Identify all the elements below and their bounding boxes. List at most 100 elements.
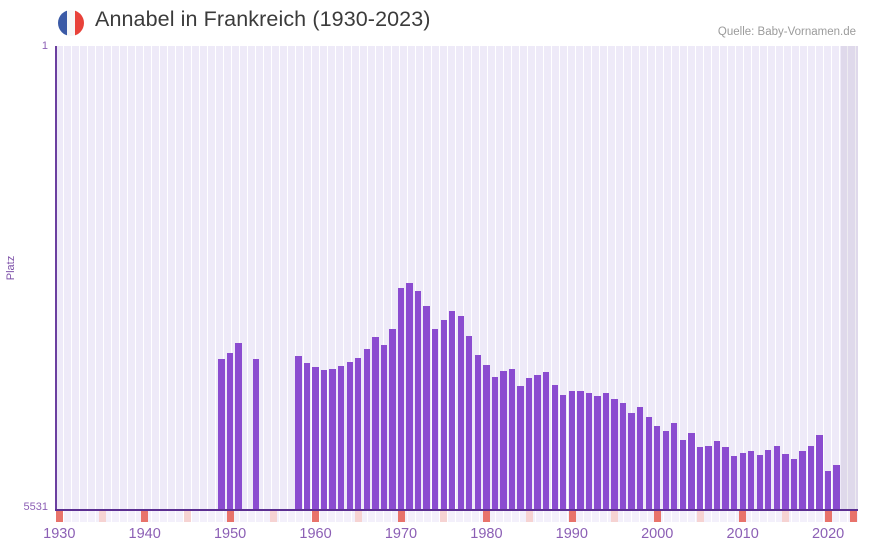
x-tick-mark-1950 <box>226 511 234 522</box>
bar-2020[interactable] <box>824 471 832 511</box>
no-data-shaded-region <box>840 46 858 511</box>
bar-2016[interactable] <box>790 459 798 511</box>
x-tick-mark-1965 <box>354 511 362 522</box>
bar-2005[interactable] <box>696 447 704 511</box>
bar-2010[interactable] <box>739 453 746 511</box>
bar-1993[interactable] <box>594 396 601 511</box>
plot-area <box>55 46 858 511</box>
bar-2004[interactable] <box>688 433 695 511</box>
y-tick-label-top: 1 <box>41 40 48 52</box>
x-tick-mark-1930 <box>56 511 63 522</box>
bar-1961[interactable] <box>320 370 328 511</box>
bar-1975[interactable] <box>440 320 447 511</box>
bar-1995[interactable] <box>611 399 618 511</box>
bar-1982[interactable] <box>500 371 507 511</box>
bar-1980[interactable] <box>483 365 490 511</box>
bar-1984[interactable] <box>517 386 524 511</box>
x-tick-mark-1970 <box>397 511 405 522</box>
bar-1951[interactable] <box>235 343 242 511</box>
bar-1978[interactable] <box>466 336 473 511</box>
bar-2018[interactable] <box>807 446 815 511</box>
bar-1970[interactable] <box>397 288 405 511</box>
bar-1981[interactable] <box>491 377 499 511</box>
bar-1969[interactable] <box>389 329 396 511</box>
bar-1976[interactable] <box>449 311 456 511</box>
flag-band-blue <box>58 10 67 36</box>
bar-1990[interactable] <box>568 391 575 511</box>
x-tick-mark-1935 <box>98 511 106 522</box>
bar-2009[interactable] <box>730 456 738 511</box>
bar-2013[interactable] <box>765 450 772 511</box>
bar-1960[interactable] <box>312 367 319 511</box>
x-tick-label-2000: 2000 <box>641 526 674 542</box>
bar-1985[interactable] <box>525 378 533 511</box>
x-tick-mark-1945 <box>184 511 192 522</box>
bar-2006[interactable] <box>705 446 712 511</box>
bar-2011[interactable] <box>748 451 755 511</box>
bar-1950[interactable] <box>226 353 234 511</box>
x-tick-mark-2010 <box>739 511 747 522</box>
bar-2015[interactable] <box>782 454 789 511</box>
bar-1953[interactable] <box>252 359 259 511</box>
bar-1973[interactable] <box>423 306 430 511</box>
bar-1958[interactable] <box>295 356 302 511</box>
bar-1996[interactable] <box>619 403 627 511</box>
bar-1994[interactable] <box>602 393 610 511</box>
y-axis-line <box>55 46 57 511</box>
bar-1962[interactable] <box>329 369 336 511</box>
bar-1959[interactable] <box>303 363 311 511</box>
bar-2019[interactable] <box>816 435 823 511</box>
bar-1965[interactable] <box>355 358 362 511</box>
x-tick-mark-2023 <box>850 511 858 522</box>
bar-1974[interactable] <box>431 329 439 511</box>
chart-header: Annabel in Frankreich (1930-2023) Quelle… <box>0 0 873 44</box>
x-tick-mark-2005 <box>696 511 704 522</box>
flag-band-white <box>66 10 76 36</box>
bar-1992[interactable] <box>585 393 593 511</box>
bar-2008[interactable] <box>722 447 729 511</box>
bar-2012[interactable] <box>756 455 763 511</box>
bar-1949[interactable] <box>218 359 225 511</box>
bar-2003[interactable] <box>679 440 687 511</box>
x-tick-label-1960: 1960 <box>299 526 332 542</box>
bar-1968[interactable] <box>380 345 388 511</box>
bar-1971[interactable] <box>406 283 413 511</box>
bar-1989[interactable] <box>560 395 567 511</box>
page-title: Annabel in Frankreich (1930-2023) <box>95 7 431 31</box>
bar-1986[interactable] <box>534 375 541 511</box>
bar-2002[interactable] <box>671 423 678 511</box>
y-axis-title: Platz <box>5 255 17 281</box>
x-tick-mark-1940 <box>141 511 149 522</box>
france-flag-icon <box>58 10 84 36</box>
bar-1967[interactable] <box>372 337 379 511</box>
bar-1963[interactable] <box>338 366 345 511</box>
x-tick-label-1950: 1950 <box>213 526 247 542</box>
x-tick-label-1930: 1930 <box>43 526 76 542</box>
bar-1972[interactable] <box>414 291 422 511</box>
bar-2021[interactable] <box>833 465 840 511</box>
bar-1987[interactable] <box>543 372 550 511</box>
bar-1977[interactable] <box>457 316 464 511</box>
flag-band-red <box>75 10 84 36</box>
x-tick-label-2010: 2010 <box>726 526 759 542</box>
bar-1988[interactable] <box>551 385 558 511</box>
bar-1983[interactable] <box>508 369 516 511</box>
bar-1998[interactable] <box>636 407 644 511</box>
bar-2007[interactable] <box>713 441 721 511</box>
x-tick-label-1970: 1970 <box>384 526 418 542</box>
bar-2001[interactable] <box>662 431 669 511</box>
x-tick-label-1990: 1990 <box>555 526 588 542</box>
bar-2000[interactable] <box>654 426 661 511</box>
bar-1991[interactable] <box>577 391 584 511</box>
bar-1964[interactable] <box>346 362 353 511</box>
bar-2017[interactable] <box>799 451 806 511</box>
x-tick-mark-1960 <box>312 511 320 522</box>
bar-2014[interactable] <box>773 446 780 511</box>
bar-1979[interactable] <box>474 355 481 511</box>
bar-1997[interactable] <box>628 413 635 511</box>
x-tick-mark-1985 <box>525 511 533 522</box>
bar-1966[interactable] <box>363 349 370 511</box>
x-tick-label-1940: 1940 <box>128 526 161 542</box>
x-tick-mark-1995 <box>611 511 619 522</box>
bar-1999[interactable] <box>645 417 652 511</box>
